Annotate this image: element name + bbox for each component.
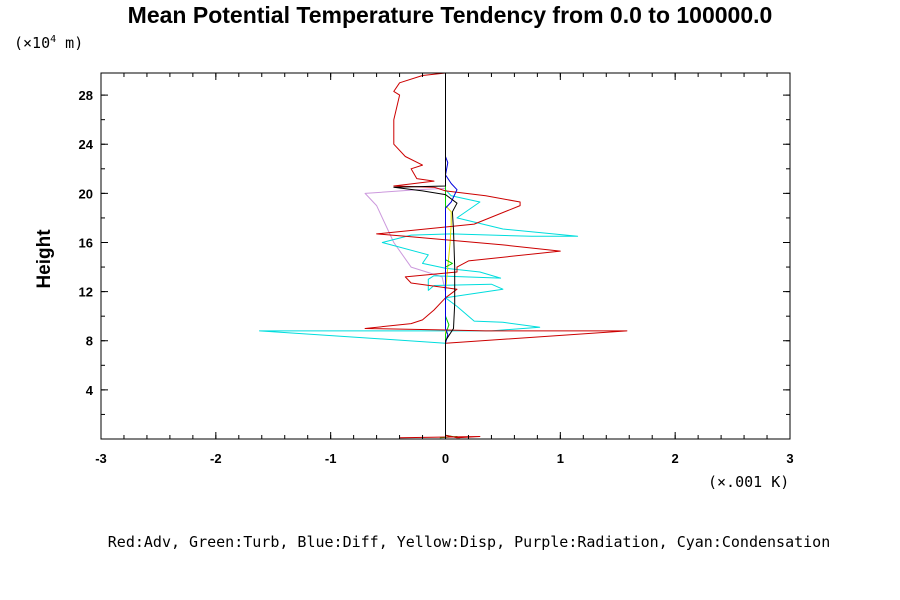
y-axis-unit: (×104 m) <box>14 34 83 52</box>
y-unit-suffix: m) <box>56 34 84 52</box>
x-axis-unit: (×.001 K) <box>708 473 790 491</box>
series-line-diff <box>445 73 458 438</box>
x-tick-label: 3 <box>786 451 793 466</box>
series-line-turb <box>439 73 460 439</box>
x-tick-label: 2 <box>672 451 679 466</box>
x-tick-label: 0 <box>442 451 449 466</box>
legend-text: Red:Adv, Green:Turb, Blue:Diff, Yellow:D… <box>107 533 831 551</box>
series-line-adv <box>364 72 628 439</box>
y-tick-label: 20 <box>79 186 93 201</box>
y-unit-prefix: (×10 <box>14 34 51 52</box>
y-tick-label: 12 <box>79 285 93 300</box>
y-tick-label: 4 <box>86 383 94 398</box>
y-tick-label: 16 <box>79 235 93 250</box>
y-tick-label: 8 <box>86 334 93 349</box>
x-tick-label: 1 <box>557 451 564 466</box>
series-layer <box>259 72 628 439</box>
y-tick-label: 28 <box>79 88 93 103</box>
series-line-condensation <box>259 73 579 438</box>
y-axis-label: Height <box>34 229 55 289</box>
y-tick-label: 24 <box>79 137 94 152</box>
series-line-disp <box>445 73 452 438</box>
x-tick-label: -3 <box>95 451 107 466</box>
chart-title: Mean Potential Temperature Tendency from… <box>127 2 773 28</box>
series-line-total <box>393 73 458 438</box>
series-line-radiation <box>364 187 446 438</box>
x-tick-label: -1 <box>325 451 337 466</box>
x-tick-label: -2 <box>210 451 222 466</box>
y-unit-exponent: 4 <box>50 34 57 45</box>
